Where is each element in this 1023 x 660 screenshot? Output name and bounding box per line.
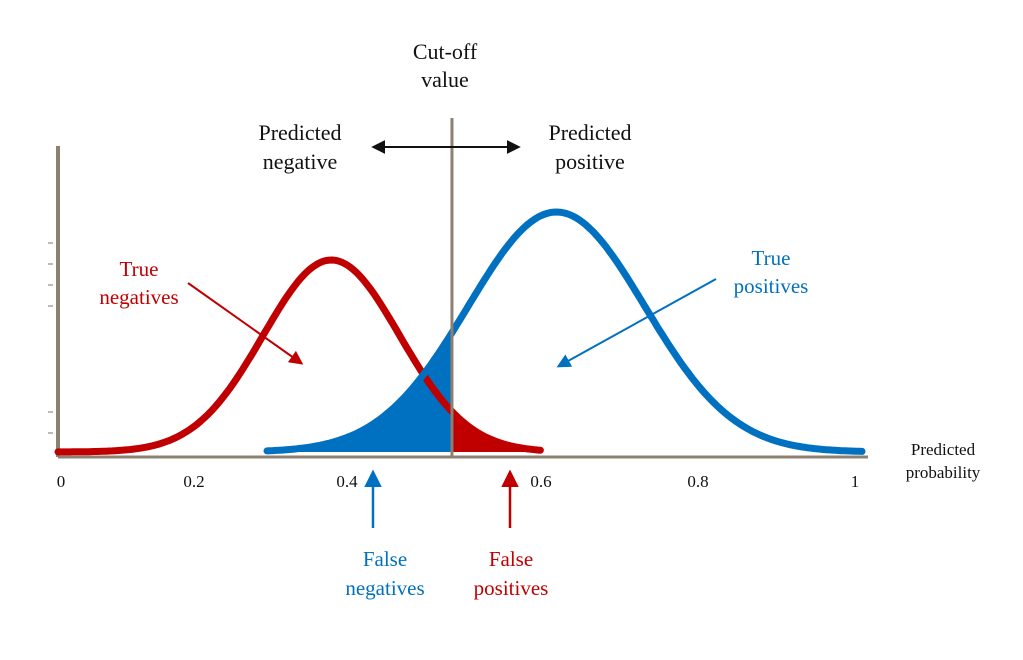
true-negatives-arrow — [187, 282, 304, 365]
x-axis-label-line1: Predicted — [911, 440, 976, 459]
positive-distribution-curve — [263, 208, 866, 455]
true-positives-label-line2: positives — [734, 274, 809, 298]
x-tick-label: 0.4 — [336, 472, 358, 491]
y-axis-ticks — [48, 242, 53, 434]
true-positives-label-line1: True — [752, 246, 791, 270]
false-positives-label-line2: positives — [474, 576, 549, 600]
x-tick-label: 0.6 — [530, 472, 551, 491]
false-positives-label-line1: False — [489, 547, 533, 571]
false-negatives-label-line2: negatives — [345, 576, 424, 600]
cutoff-label-line1: Cut-off — [413, 39, 478, 64]
true-negatives-label-line1: True — [120, 257, 159, 281]
predicted-negative-line2: negative — [263, 149, 338, 174]
false-negatives-label-line1: False — [363, 547, 407, 571]
cutoff-label-line2: value — [421, 67, 469, 92]
x-tick-label: 1 — [851, 472, 860, 491]
x-tick-label: 0.8 — [687, 472, 708, 491]
x-axis-label-line2: probability — [906, 463, 981, 482]
x-tick-label: 0.2 — [183, 472, 204, 491]
false-positives-area — [452, 411, 541, 452]
negative-distribution-curve — [54, 256, 544, 456]
predicted-positive-line2: positive — [555, 149, 625, 174]
predicted-positive-line1: Predicted — [548, 120, 631, 145]
true-positives-arrow — [556, 278, 717, 368]
x-tick-label: 0 — [57, 472, 66, 491]
true-negatives-label-line2: negatives — [99, 285, 178, 309]
false-negatives-area — [267, 332, 452, 452]
predicted-negative-line1: Predicted — [258, 120, 341, 145]
